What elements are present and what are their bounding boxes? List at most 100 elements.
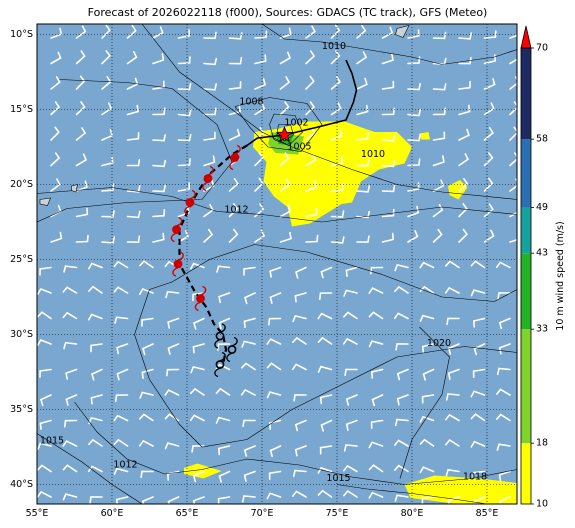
wind-barb — [152, 134, 166, 142]
wind-barb — [193, 317, 205, 330]
wind-barb — [368, 464, 384, 473]
wind-barb — [356, 210, 371, 219]
wind-barb — [447, 368, 460, 381]
wind-barb — [203, 31, 217, 40]
wind-barb — [40, 394, 52, 407]
wind-barb — [356, 132, 369, 141]
wind-barb — [75, 153, 88, 167]
wind-barb — [242, 419, 256, 428]
wind-barb — [291, 363, 307, 371]
wind-barb — [432, 155, 445, 167]
wind-barb — [126, 77, 139, 90]
wind-barb — [126, 131, 140, 141]
tc-forecast-symbol — [214, 323, 226, 349]
wind-barb — [141, 317, 154, 327]
colorbar-extend-arrow — [520, 25, 532, 49]
wind-barb — [368, 491, 384, 499]
wind-barb — [368, 287, 384, 294]
colorbar-tick-label: 70 — [536, 43, 548, 54]
wind-barb — [65, 368, 78, 380]
lon-tick-label: 70°E — [251, 508, 274, 519]
wind-barb — [356, 51, 368, 65]
wind-barb — [458, 128, 470, 141]
wind-barb — [116, 368, 129, 381]
wind-barb — [295, 266, 307, 279]
wind-barb — [498, 496, 511, 504]
colorbar-band — [521, 329, 531, 444]
map-title: Forecast of 2026022118 (f000), Sources: … — [87, 6, 488, 19]
wind-barb — [407, 158, 421, 167]
wind-barb — [432, 107, 447, 116]
wind-barb — [498, 470, 511, 482]
wind-barb — [141, 368, 154, 380]
wind-barb — [50, 51, 62, 65]
wind-barb — [75, 101, 86, 116]
isobar-line — [74, 401, 517, 485]
wind-barb — [305, 234, 319, 243]
wind-barb — [50, 101, 61, 116]
wind-barb — [177, 133, 192, 142]
wind-barb — [421, 496, 435, 504]
wind-barb — [116, 343, 129, 355]
tc-forecast-symbol — [172, 251, 184, 277]
lon-tick-label: 85°E — [476, 508, 499, 519]
wind-barb — [394, 418, 409, 427]
wind-barb — [217, 445, 231, 456]
wind-barb — [113, 286, 129, 294]
wind-barb — [483, 102, 495, 116]
colorbar-band — [521, 48, 531, 140]
wind-barb — [254, 78, 267, 90]
wind-barb — [345, 394, 358, 406]
wind-barb — [39, 368, 52, 378]
wind-barb — [458, 104, 471, 116]
wind-barb — [447, 496, 460, 504]
wind-barb — [177, 108, 192, 117]
isobar-labels-layer: 1010 1008 1002 1005 1010 1012 1020 1015 1012 1015… — [40, 41, 487, 484]
wind-barb — [254, 102, 266, 116]
wind-barb — [266, 391, 282, 399]
wind-barb — [421, 394, 435, 404]
wind-barb — [419, 466, 435, 474]
wind-barb — [113, 467, 129, 475]
wind-barb — [305, 50, 316, 65]
wind-barb — [345, 419, 358, 432]
wind-barb — [75, 75, 86, 90]
wind-barb — [62, 311, 78, 320]
wind-barb — [458, 80, 471, 90]
isobar-lines-layer — [37, 24, 517, 504]
wind-barb — [305, 153, 317, 167]
wind-barb — [203, 179, 215, 192]
wind-barb — [305, 207, 318, 218]
wind-barb — [407, 108, 422, 117]
wind-barb — [320, 266, 333, 279]
wind-barb — [395, 343, 409, 351]
wind-barb — [320, 419, 333, 432]
wind-barb — [203, 107, 217, 116]
wind-barb — [203, 83, 217, 91]
tc-current-position-star — [275, 125, 294, 143]
ocean-background — [37, 24, 517, 504]
wind-barb — [217, 343, 231, 352]
wind-barb — [228, 228, 239, 243]
wind-barb — [368, 311, 384, 320]
wind-barb — [343, 289, 358, 297]
wind-barb — [470, 260, 486, 269]
wind-barb — [509, 152, 517, 167]
isobar-line — [234, 97, 323, 152]
wind-barb — [393, 312, 409, 320]
longitude-tick-labels: 55°E 60°E 65°E 70°E 75°E 80°E 85°E — [26, 508, 499, 519]
wind-barb — [190, 365, 205, 374]
wind-barb — [394, 494, 409, 502]
lon-tick-label: 60°E — [101, 508, 124, 519]
lat-tick-label: 35°S — [10, 404, 33, 415]
wind-barb — [483, 78, 496, 90]
wind-barb — [497, 292, 511, 300]
wind-barb — [113, 438, 129, 447]
tc-track-layer — [170, 59, 358, 378]
wind-barb — [330, 156, 344, 167]
wind-barb — [330, 183, 344, 192]
wind-barb — [152, 53, 165, 65]
wind-barb — [317, 336, 333, 345]
wind-barb — [470, 413, 486, 422]
wind-barb — [269, 266, 282, 278]
